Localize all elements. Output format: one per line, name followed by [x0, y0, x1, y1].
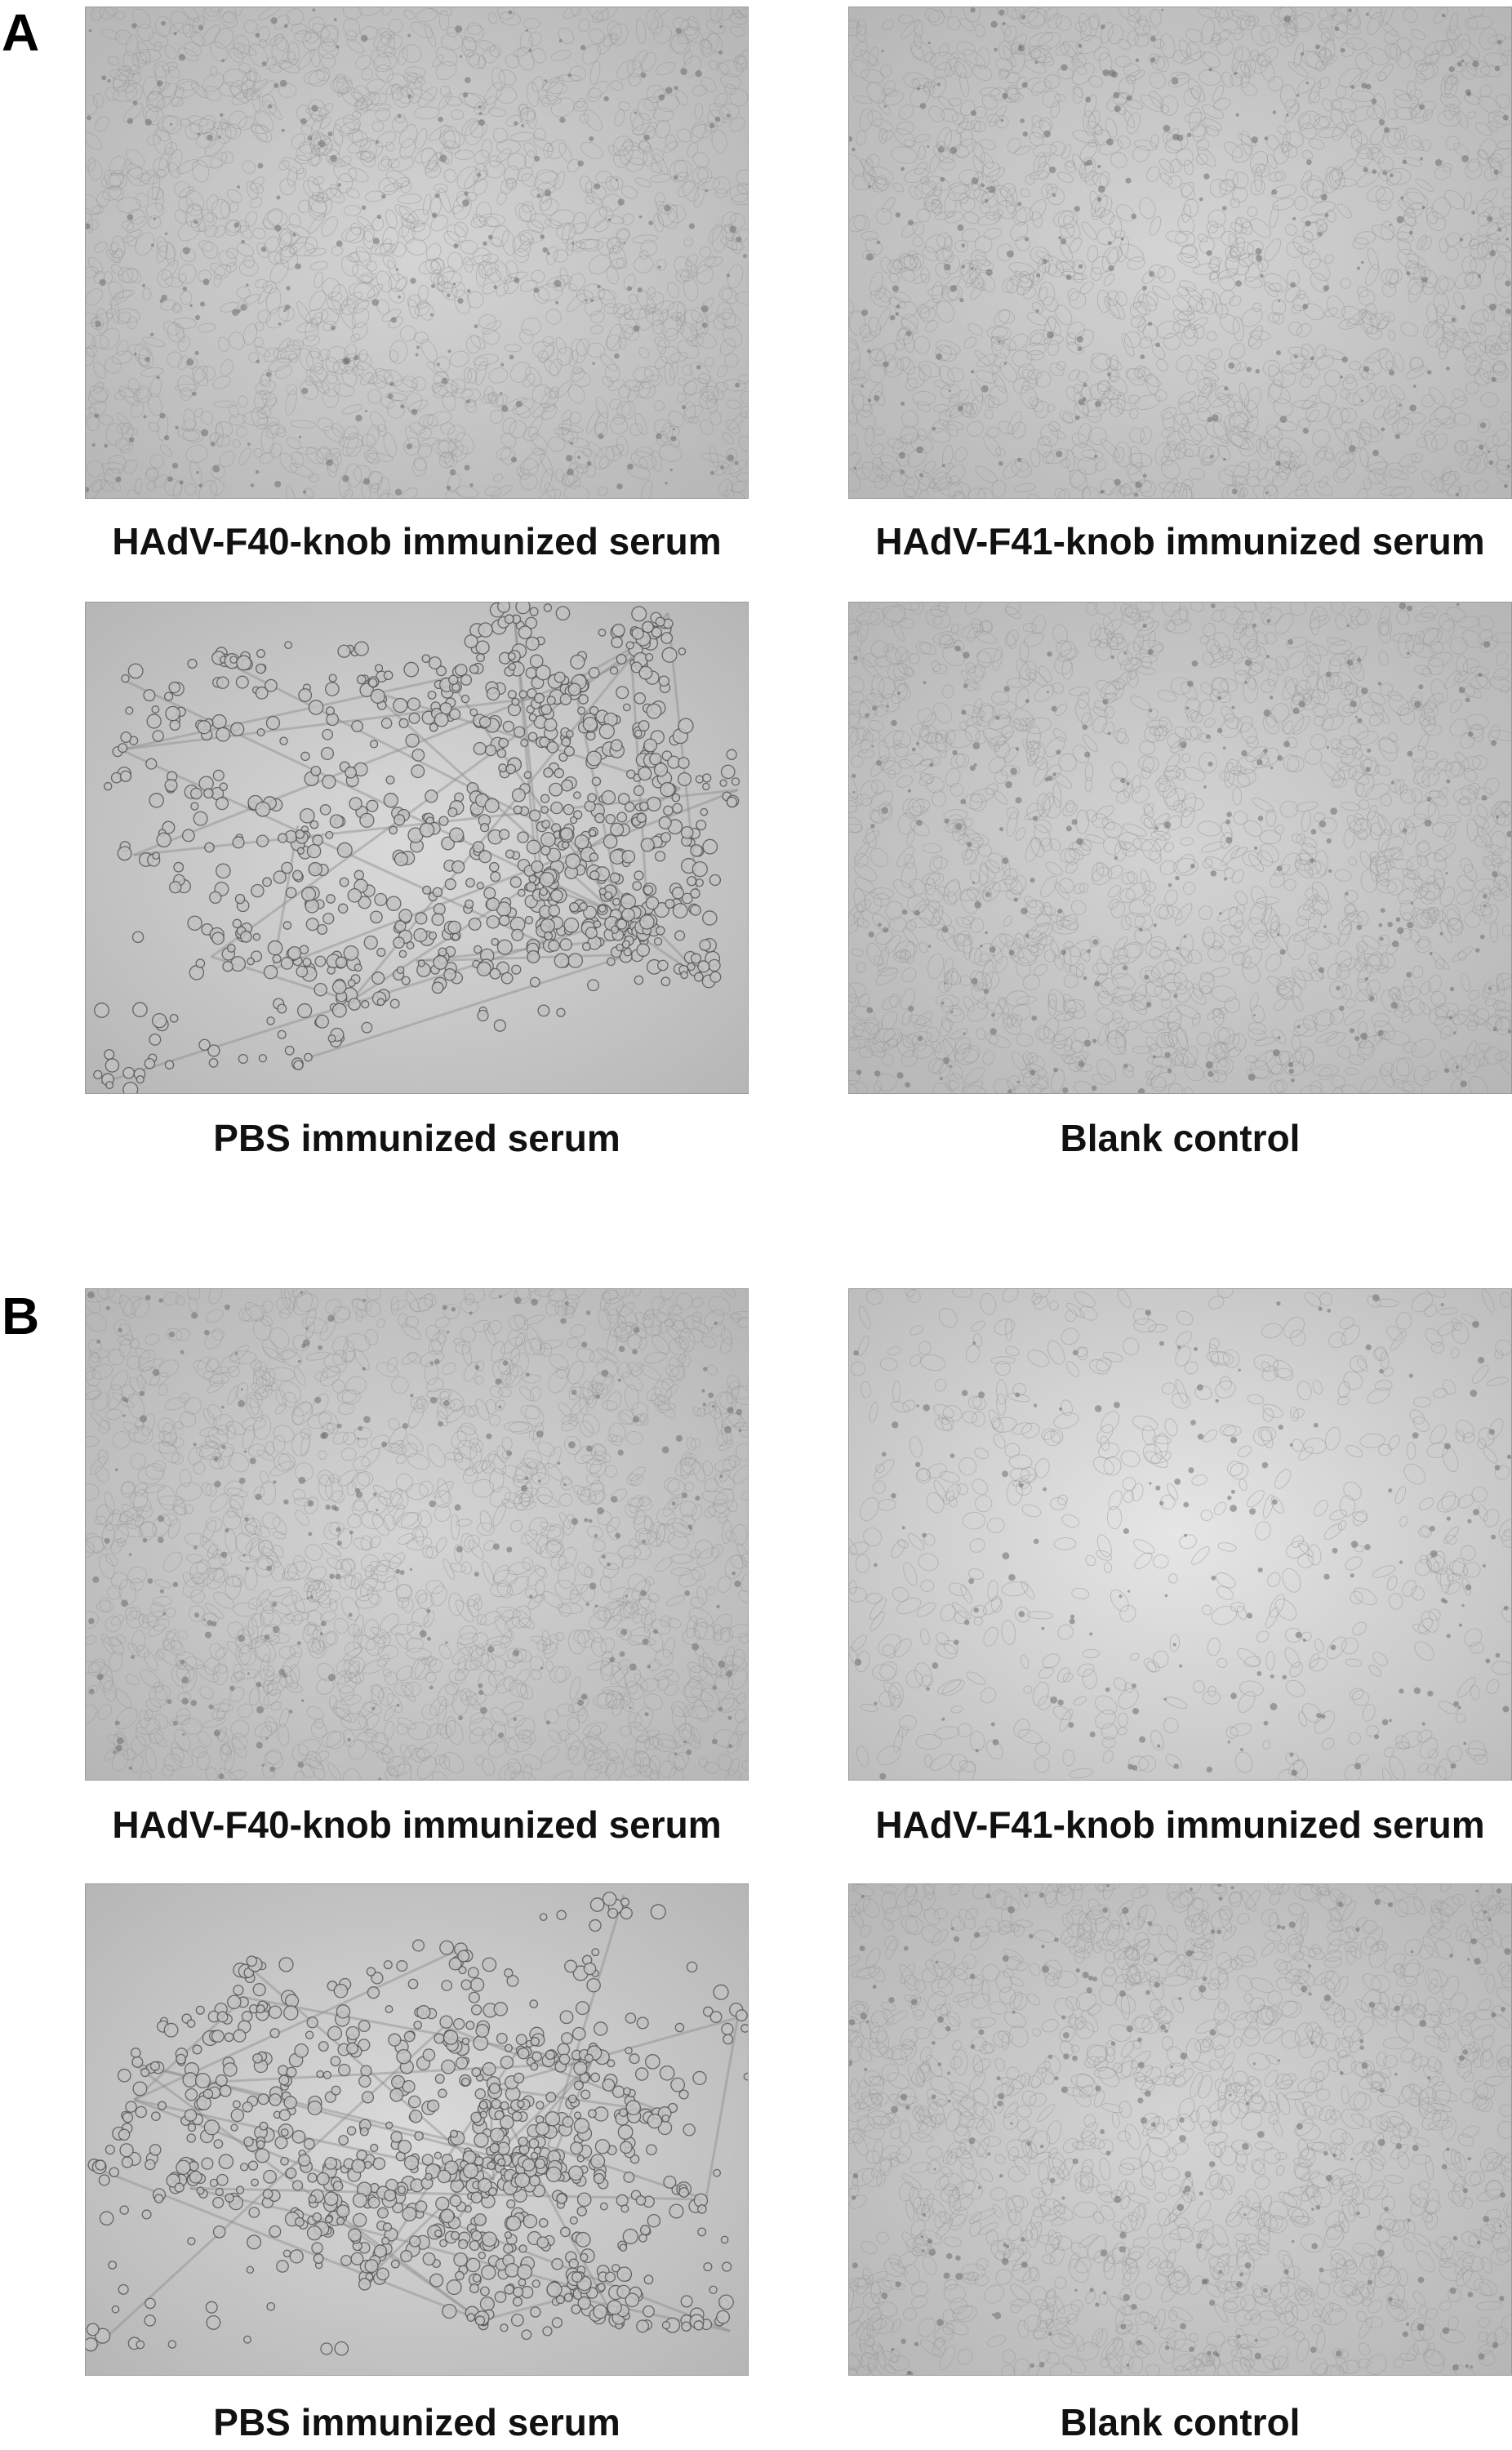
caption-a-pbs: PBS immunized serum	[213, 1117, 620, 1159]
caption-b-pbs: PBS immunized serum	[213, 2401, 620, 2443]
panel-a-label: A	[2, 3, 40, 62]
panel-b-label: B	[2, 1287, 40, 1345]
caption-b-f41: HAdV-F41-knob immunized serum	[875, 1803, 1485, 1846]
micrograph-a-f41	[848, 7, 1512, 499]
caption-a-f41: HAdV-F41-knob immunized serum	[875, 520, 1485, 562]
micrograph-a-blank	[848, 602, 1512, 1094]
caption-b-blank: Blank control	[1060, 2401, 1301, 2443]
micrograph-b-f41	[848, 1288, 1512, 1781]
micrograph-b-f40	[85, 1288, 749, 1781]
micrograph-b-blank	[848, 1883, 1512, 2376]
micrograph-a-pbs	[85, 602, 749, 1094]
micrograph-b-pbs	[85, 1883, 749, 2376]
caption-a-f40: HAdV-F40-knob immunized serum	[112, 520, 722, 562]
caption-a-blank: Blank control	[1060, 1117, 1301, 1159]
caption-b-f40: HAdV-F40-knob immunized serum	[112, 1803, 722, 1846]
micrograph-a-f40	[85, 7, 749, 499]
